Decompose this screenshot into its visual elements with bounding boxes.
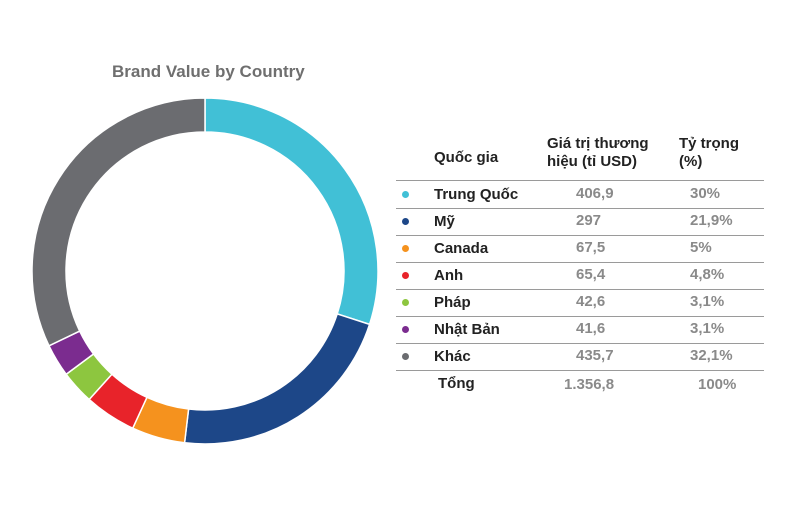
total-label: Tổng [438, 375, 475, 392]
donut-slice [31, 97, 206, 347]
table-row: Trung Quốc 406,9 30% [396, 181, 764, 209]
donut-slice [204, 97, 379, 326]
share-value: 32,1% [690, 347, 733, 364]
legend-dot [402, 272, 409, 279]
country-name: Anh [434, 267, 464, 284]
brand-value: 42,6 [576, 293, 606, 310]
donut-slice [183, 312, 371, 445]
table-row: Canada 67,5 5% [396, 235, 764, 263]
legend-dot [402, 245, 409, 252]
chart-title: Brand Value by Country [112, 62, 305, 81]
table-row: Khác 435,7 32,1% [396, 343, 764, 371]
share-value: 3,1% [690, 320, 725, 337]
column-header-country: Quốc gia [434, 149, 499, 166]
legend-dot [402, 353, 409, 360]
legend-dot [402, 218, 409, 225]
country-name: Nhật Bản [434, 321, 500, 338]
total-value: 1.356,8 [564, 376, 615, 393]
country-name: Trung Quốc [434, 186, 519, 203]
brand-value: 297 [576, 212, 602, 229]
country-name: Mỹ [434, 213, 455, 230]
table-row: Nhật Bản 41,6 3,1% [396, 316, 764, 344]
country-name: Pháp [434, 294, 471, 311]
table-row: Mỹ 297 21,9% [396, 208, 764, 236]
share-value: 30% [690, 185, 721, 202]
legend-dot [402, 326, 409, 333]
share-value: 5% [690, 239, 712, 256]
table-row: Pháp 42,6 3,1% [396, 289, 764, 317]
total-row: Tổng 1.356,8 100% [396, 370, 764, 397]
share-value: 21,9% [690, 212, 733, 229]
brand-value: 65,4 [576, 266, 606, 283]
brand-value: 406,9 [576, 185, 614, 202]
legend-dot [402, 299, 409, 306]
share-value: 4,8% [690, 266, 725, 283]
legend-dot [402, 191, 409, 198]
column-header-share: Tỷ trọng (%) [679, 135, 739, 170]
country-name: Khác [434, 348, 471, 365]
brand-value: 41,6 [576, 320, 606, 337]
column-header-value: Giá trị thương hiệu (tỉ USD) [547, 135, 649, 170]
donut-chart [31, 97, 379, 445]
brand-value: 435,7 [576, 347, 614, 364]
share-value: 3,1% [690, 293, 725, 310]
brand-value: 67,5 [576, 239, 606, 256]
country-name: Canada [434, 240, 489, 257]
table-row: Anh 65,4 4,8% [396, 262, 764, 290]
total-share: 100% [698, 376, 737, 393]
header-divider [396, 180, 764, 181]
